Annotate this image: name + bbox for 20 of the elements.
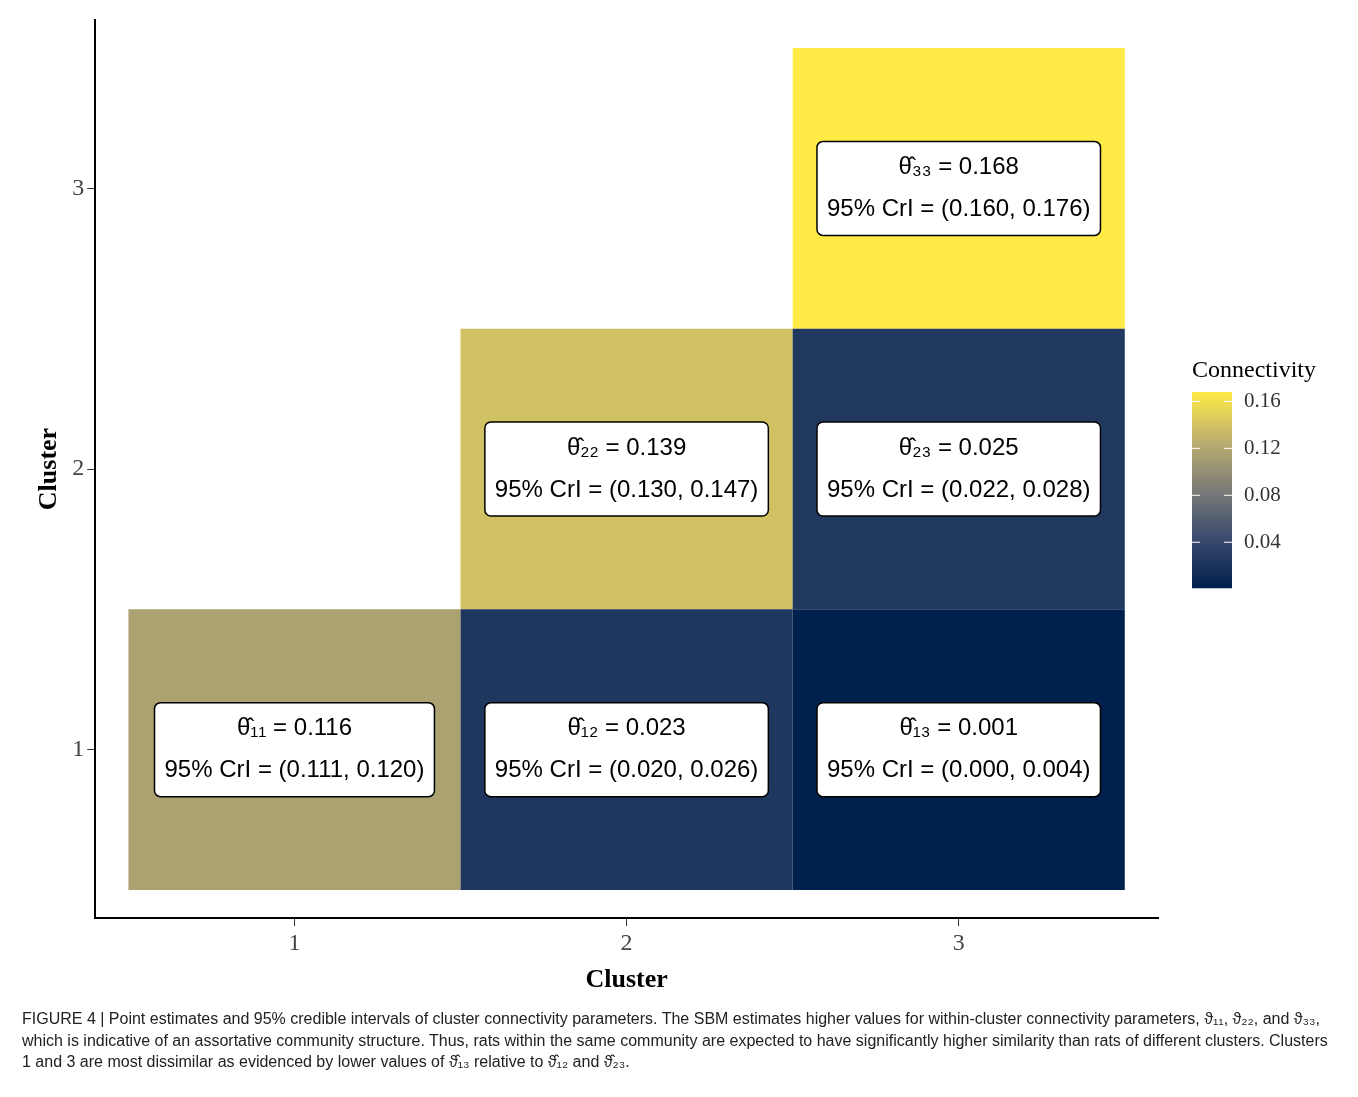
- x-tick-label: 2: [620, 928, 633, 955]
- color-bar-label: 0.04: [1244, 528, 1282, 553]
- color-bar-label: 0.08: [1244, 481, 1281, 506]
- data-label: θ̂₂₂ = 0.139 95% CrI = (0.130, 0.147): [494, 432, 759, 502]
- data-label: θ̂₃₃ = 0.168 95% CrI = (0.160, 0.176): [826, 152, 1091, 221]
- color-bar-label: 0.16: [1244, 387, 1281, 412]
- x-tick-label: 1: [288, 928, 301, 955]
- y-axis-title: Cluster: [33, 427, 63, 511]
- x-tick-label: 3: [952, 928, 965, 955]
- data-label: θ̂₁₁ = 0.116 95% CrI = (0.111, 0.120): [164, 713, 425, 783]
- y-tick-label: 2: [72, 454, 85, 481]
- data-label: θ̂₁₃ = 0.001 95% CrI = (0.000, 0.004): [826, 713, 1091, 783]
- data-label: θ̂₁₂ = 0.023 95% CrI = (0.020, 0.026): [494, 713, 759, 783]
- color-bar-title: Connectivity: [1192, 356, 1316, 382]
- y-tick-label: 3: [72, 173, 85, 200]
- y-tick-label: 1: [72, 734, 85, 761]
- color-bar-label: 0.12: [1244, 434, 1281, 459]
- caption: FIGURE 4 | Point estimates and 95% credible intervals of cluster connectivity parameters. The SBM estimates higher values for within-cluster connectivity parameters, ϑ₁₁, ϑ₂₂, and ϑ₃₃, which is indicative of an assortative community structure. Thus, rats within the same community are expected to have significantly higher similarity than rats of different clusters. Clusters 1 and 3 are most dissimilar as evidenced by lower values of ϑ̂₁₃ relative to ϑ̂₁₂ and ϑ̂₂₃.: [22, 1009, 1329, 1073]
- data-label: θ̂₂₃ = 0.025 95% CrI = (0.022, 0.028): [826, 432, 1091, 502]
- x-axis-title: Cluster: [585, 964, 668, 994]
